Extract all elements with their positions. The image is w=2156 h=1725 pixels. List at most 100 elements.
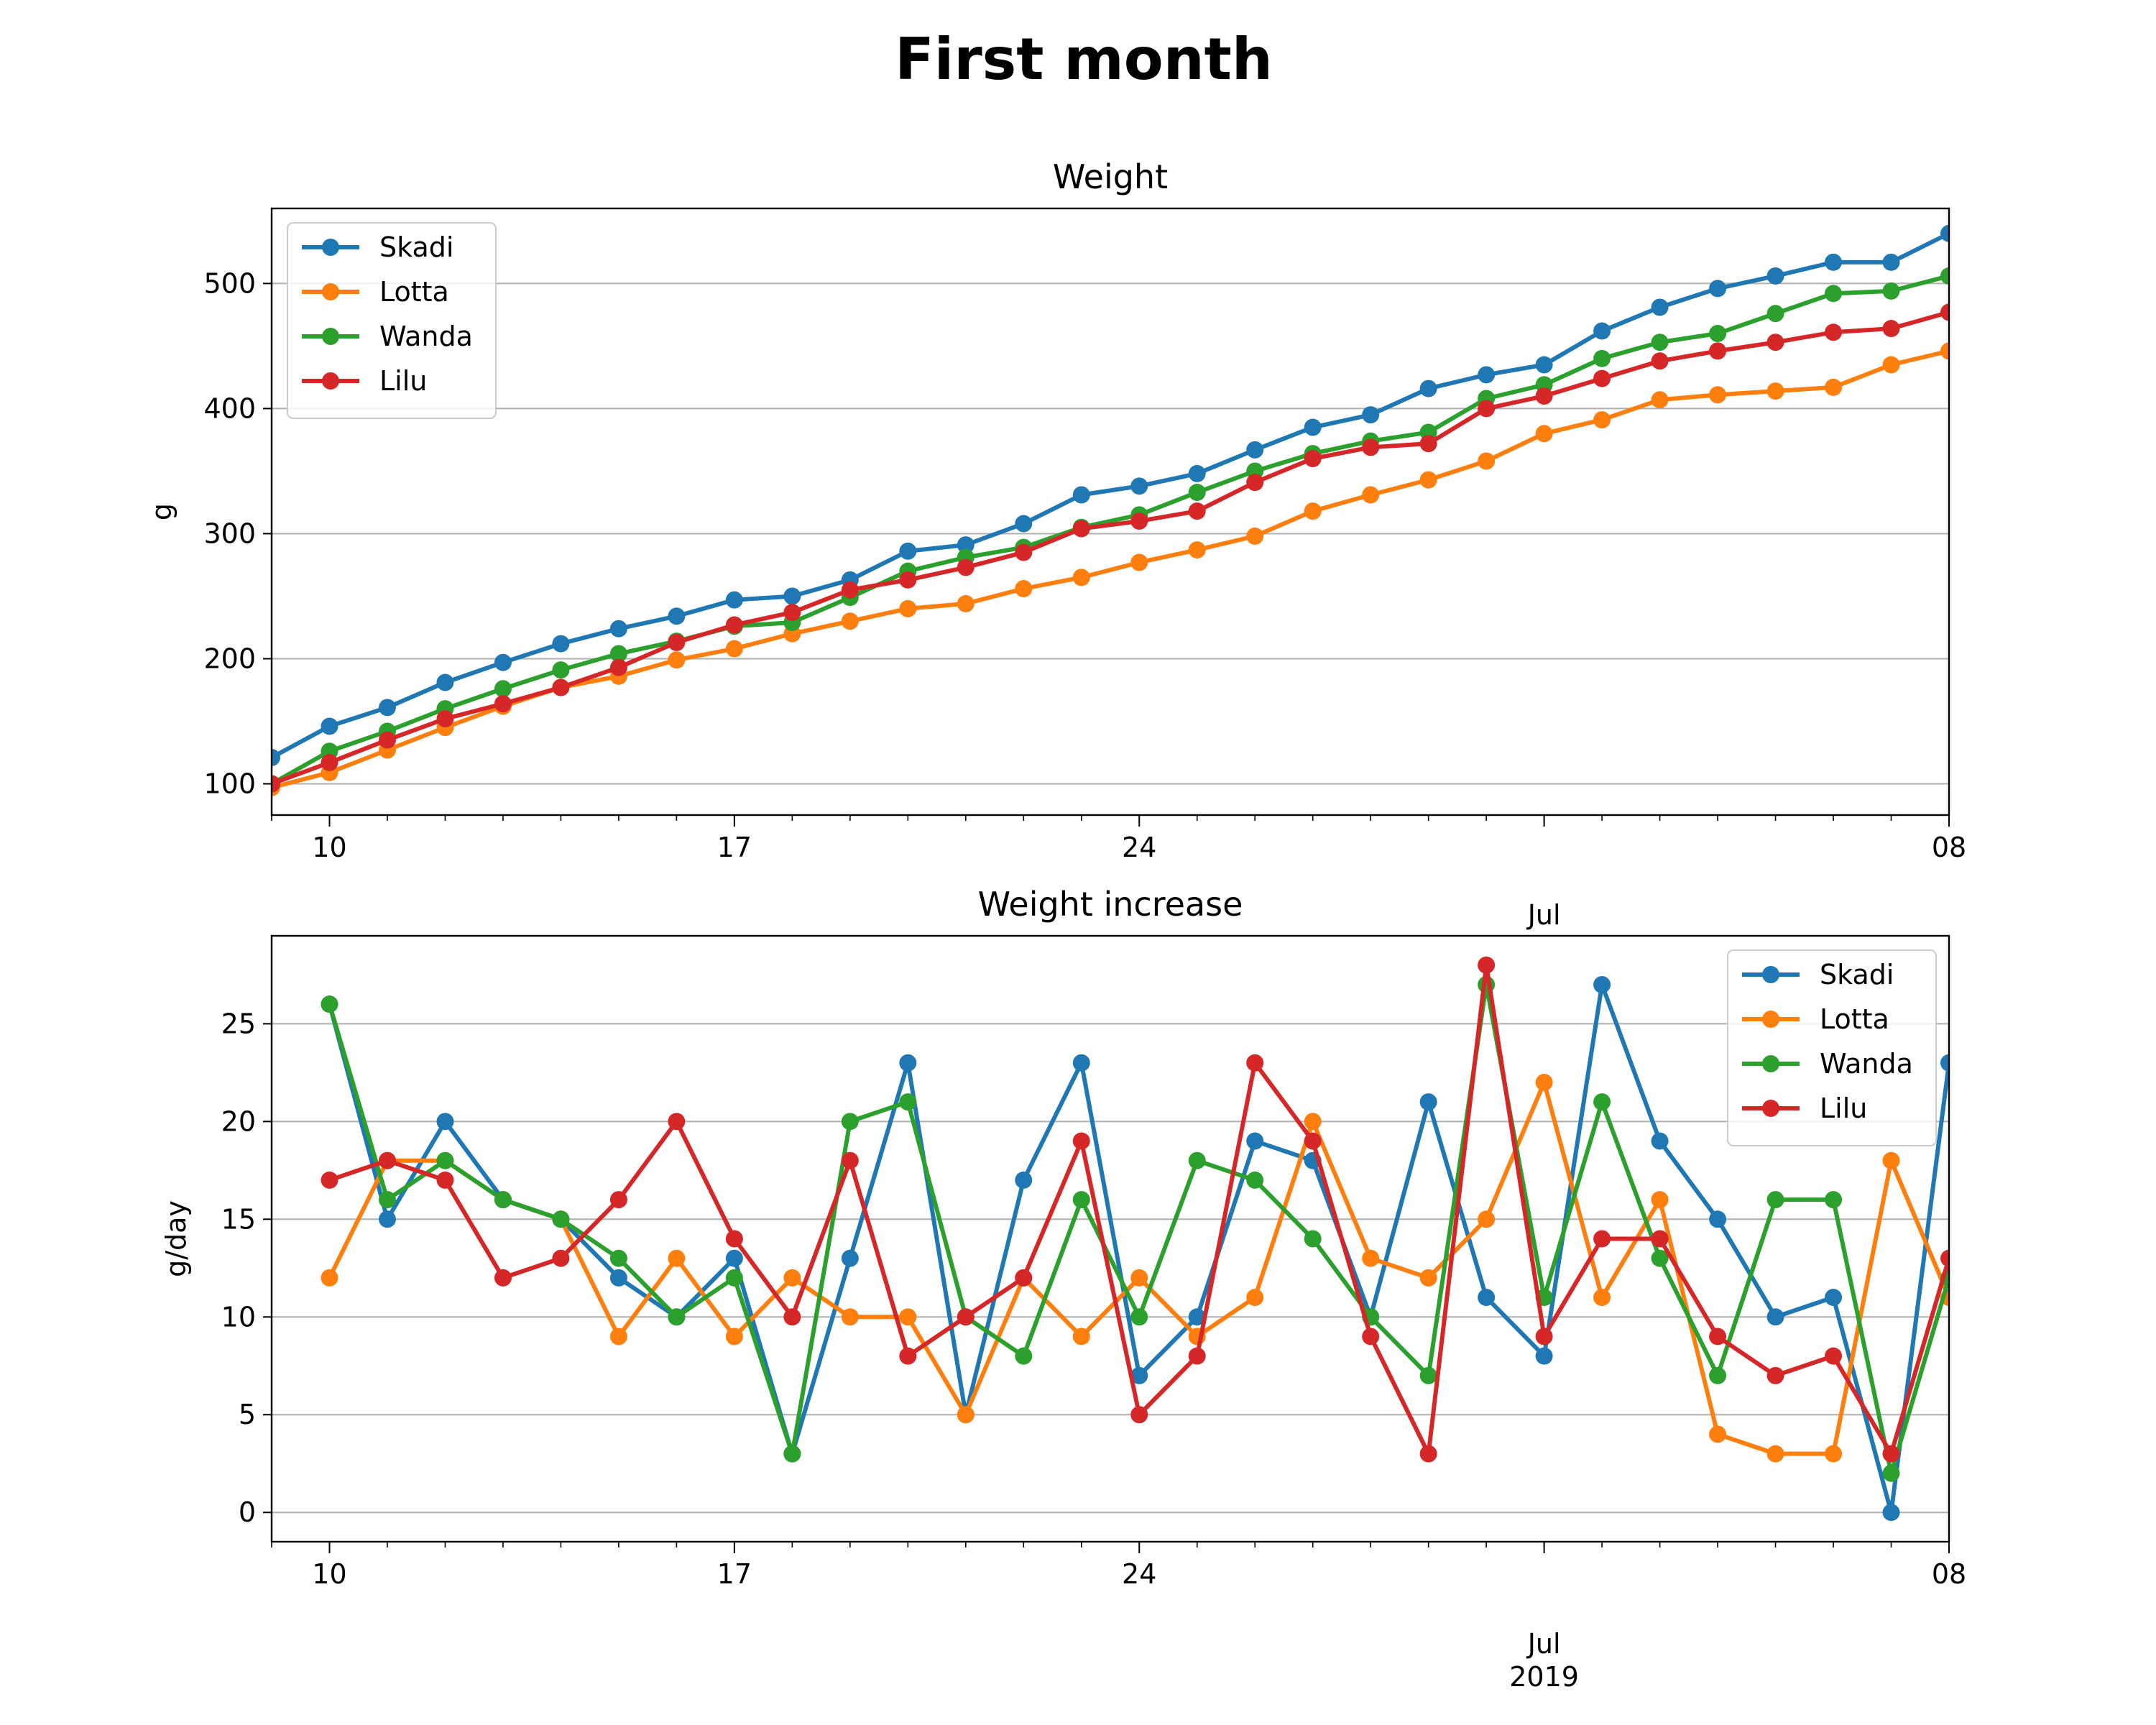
data-point-wanda bbox=[1882, 282, 1900, 300]
data-point-lotta bbox=[1478, 452, 1496, 470]
data-point-skadi bbox=[272, 748, 280, 766]
y-tick-label: 100 bbox=[203, 768, 256, 799]
data-point-lilu bbox=[494, 695, 512, 713]
x-tick-label: 10 bbox=[312, 1558, 346, 1590]
data-point-skadi bbox=[1940, 224, 1949, 242]
data-point-lilu bbox=[957, 558, 975, 576]
data-point-wanda bbox=[668, 1308, 686, 1326]
data-point-skadi bbox=[1535, 1347, 1553, 1365]
data-point-skadi bbox=[1419, 1093, 1437, 1111]
data-point-lotta bbox=[1419, 471, 1437, 489]
data-point-wanda bbox=[1709, 1366, 1727, 1384]
data-point-lotta bbox=[899, 1308, 917, 1326]
data-point-lotta bbox=[1072, 569, 1090, 586]
increase-y-ticks: 0 5 10 15 20 25 bbox=[221, 1008, 272, 1528]
data-point-lilu bbox=[272, 775, 280, 793]
data-point-skadi bbox=[899, 542, 917, 560]
data-point-lilu bbox=[1130, 1406, 1148, 1424]
data-point-lotta bbox=[1825, 1445, 1843, 1463]
legend-marker-skadi bbox=[1762, 966, 1779, 983]
data-point-lotta bbox=[1651, 1191, 1669, 1209]
data-point-wanda bbox=[1304, 1230, 1322, 1248]
data-point-lilu bbox=[1246, 474, 1264, 492]
legend-label-skadi: Skadi bbox=[379, 231, 453, 263]
data-point-wanda bbox=[494, 680, 512, 698]
y-tick-label: 400 bbox=[203, 392, 256, 424]
data-point-lotta bbox=[668, 1249, 686, 1267]
data-point-skadi bbox=[1478, 366, 1496, 384]
data-point-wanda bbox=[552, 1210, 570, 1228]
data-point-lotta bbox=[1246, 527, 1264, 545]
y-tick-label: 5 bbox=[239, 1399, 256, 1430]
data-point-skadi bbox=[321, 717, 338, 735]
data-point-lotta bbox=[321, 1269, 338, 1287]
increase-plot-frame bbox=[270, 934, 1950, 1543]
data-point-lilu bbox=[1593, 369, 1611, 387]
data-point-lotta bbox=[725, 640, 743, 658]
data-point-skadi bbox=[1825, 1289, 1843, 1307]
data-point-lilu bbox=[494, 1269, 512, 1287]
data-point-skadi bbox=[1419, 380, 1437, 397]
weight-plot-frame bbox=[270, 207, 1950, 816]
data-point-skadi bbox=[1709, 280, 1727, 298]
data-point-lilu bbox=[1015, 543, 1033, 561]
data-point-skadi bbox=[494, 653, 512, 671]
weight-x-ticks: 10 17 24 Jul 08 bbox=[271, 815, 1966, 931]
legend-label-wanda: Wanda bbox=[1820, 1048, 1913, 1080]
data-point-lotta bbox=[668, 651, 686, 669]
data-point-skadi bbox=[1593, 322, 1611, 340]
legend-marker-lilu bbox=[322, 372, 339, 390]
x-tick-label: 17 bbox=[717, 832, 752, 863]
data-point-lilu bbox=[552, 1249, 570, 1267]
legend-label-skadi: Skadi bbox=[1820, 959, 1894, 990]
data-point-lilu bbox=[1882, 1445, 1900, 1463]
legend-box bbox=[1727, 949, 1937, 1146]
data-point-lilu bbox=[1940, 303, 1949, 321]
data-point-wanda bbox=[1940, 267, 1949, 285]
data-point-skadi bbox=[1015, 1171, 1033, 1189]
increase-series bbox=[321, 956, 1949, 1522]
data-point-lilu bbox=[1246, 1054, 1264, 1072]
data-point-lilu bbox=[841, 1151, 859, 1169]
data-point-skadi bbox=[1535, 356, 1553, 374]
weight-legend: Skadi Lotta Wanda Lilu bbox=[287, 222, 497, 419]
data-point-lilu bbox=[668, 633, 686, 651]
data-point-lilu bbox=[1940, 1249, 1949, 1267]
data-point-lotta bbox=[1419, 1269, 1437, 1287]
data-point-wanda bbox=[1072, 1191, 1090, 1209]
data-point-lotta bbox=[1709, 1425, 1727, 1443]
data-point-lilu bbox=[609, 1191, 627, 1209]
series-line-lotta bbox=[327, 1080, 1949, 1456]
weight-gridlines bbox=[272, 282, 1949, 785]
legend-label-wanda: Wanda bbox=[379, 321, 473, 352]
increase-x-axis-label: 2019 bbox=[1509, 1661, 1579, 1693]
data-point-lilu bbox=[1188, 502, 1206, 520]
data-point-wanda bbox=[1246, 1171, 1264, 1189]
y-tick-label: 0 bbox=[239, 1496, 256, 1528]
data-point-skadi bbox=[841, 1249, 859, 1267]
data-point-lotta bbox=[1766, 1445, 1784, 1463]
data-point-wanda bbox=[1188, 1151, 1206, 1169]
increase-chart-title: Weight increase bbox=[978, 885, 1243, 924]
data-point-skadi bbox=[436, 1113, 454, 1131]
data-point-lotta bbox=[1593, 411, 1611, 429]
legend-label-lotta: Lotta bbox=[379, 276, 449, 308]
data-point-lotta bbox=[1651, 391, 1669, 409]
data-point-lotta bbox=[783, 1269, 801, 1287]
data-point-lotta bbox=[1478, 1210, 1496, 1228]
increase-y-axis-label: g/day bbox=[160, 1200, 192, 1277]
data-point-lotta bbox=[1535, 425, 1553, 443]
data-point-lilu bbox=[1015, 1269, 1033, 1287]
x-tick-label: 10 bbox=[312, 832, 346, 863]
data-point-skadi bbox=[1072, 486, 1090, 504]
data-point-lilu bbox=[436, 710, 454, 728]
data-point-skadi bbox=[609, 1269, 627, 1287]
data-point-skadi bbox=[725, 1249, 743, 1267]
data-point-lotta bbox=[1940, 342, 1949, 360]
data-point-lilu bbox=[1535, 387, 1553, 405]
data-point-lilu bbox=[1825, 323, 1843, 341]
series-line-wanda bbox=[327, 982, 1949, 1476]
data-point-skadi bbox=[1246, 441, 1264, 459]
data-point-lilu bbox=[1419, 435, 1437, 453]
data-point-lotta bbox=[725, 1328, 743, 1346]
